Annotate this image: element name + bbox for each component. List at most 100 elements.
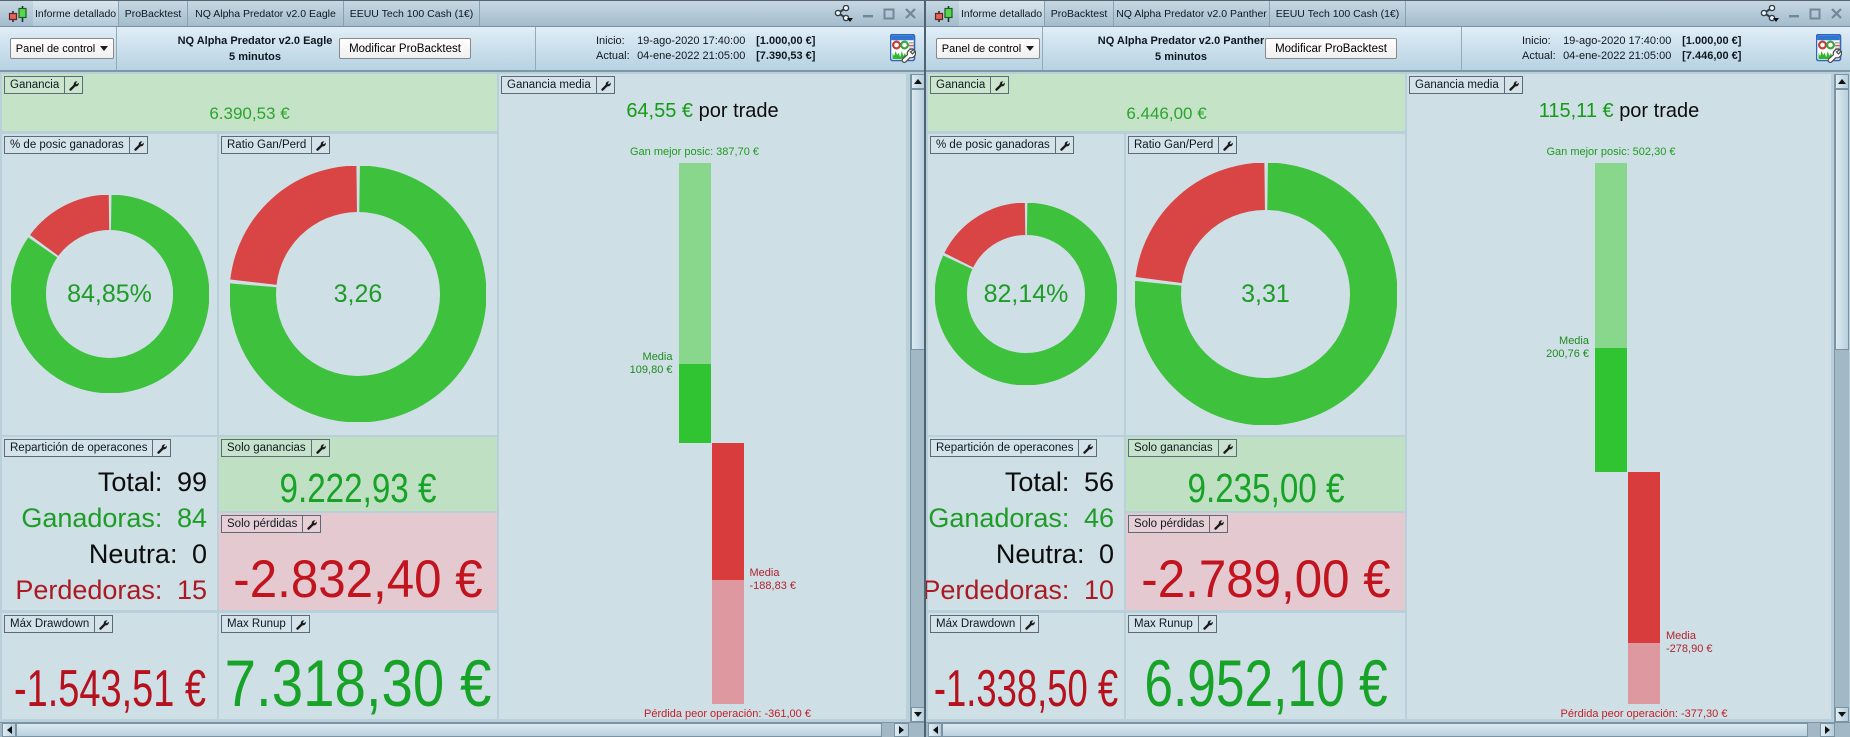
panel-max-runup-chip: Max Runup <box>221 615 310 633</box>
panel-reparticion: Repartición de operacones Total: 99 Gana… <box>2 437 217 610</box>
tab-instrument[interactable]: EEUU Tech 100 Cash (1€) <box>344 1 480 26</box>
wrench-icon[interactable] <box>596 76 615 94</box>
scroll-left-icon[interactable] <box>928 723 942 737</box>
share-icon[interactable] <box>1760 5 1779 22</box>
minimize-icon[interactable] <box>862 8 874 20</box>
wrench-icon[interactable] <box>1055 136 1074 154</box>
best-trade-label: Gan mejor posic: 502,30 € <box>1546 146 1676 158</box>
modificar-probacktest-button[interactable]: Modificar ProBacktest <box>339 38 471 59</box>
wrench-icon[interactable] <box>1504 76 1523 94</box>
operations-breakdown: Total: 99 Ganadoras: 84 Neutra: 0 Perded… <box>15 464 207 608</box>
vertical-scrollbar[interactable] <box>1834 74 1849 722</box>
strategy-title: NQ Alpha Predator v2.0 Eagle 5 minutos <box>150 33 360 65</box>
panel-reparticion-chip: Repartición de operacones <box>4 439 172 457</box>
total-row: Total: 99 <box>97 467 207 497</box>
wrench-icon[interactable] <box>1021 615 1040 633</box>
ganancia-media-suffix: por trade <box>1619 100 1700 122</box>
modificar-probacktest-button[interactable]: Modificar ProBacktest <box>1265 38 1397 59</box>
donut-hole <box>967 235 1085 353</box>
donut-hole <box>1181 209 1350 379</box>
perdedoras-row: Perdedoras: 10 <box>925 575 1114 605</box>
wrench-icon[interactable] <box>1079 439 1098 457</box>
max-runup-value: 6.952,10 € <box>1143 645 1388 720</box>
tab-probacktest[interactable]: ProBacktest <box>119 1 188 26</box>
panel-max-drawdown-label: Máx Drawdown <box>4 615 96 633</box>
scroll-down-icon[interactable] <box>1835 707 1849 722</box>
maximize-icon[interactable] <box>883 8 895 20</box>
ratio-gan-perd-donut-chart: 3,26 <box>230 166 486 422</box>
tab-strategy[interactable]: NQ Alpha Predator v2.0 Panther <box>1114 1 1270 26</box>
wrench-icon[interactable] <box>291 615 310 633</box>
wrench-icon[interactable] <box>1219 136 1238 154</box>
solo-ganancias-value: 9.235,00 € <box>1187 465 1344 512</box>
wrench-icon[interactable] <box>991 76 1010 94</box>
vertical-scrollbar-thumb[interactable] <box>911 89 924 350</box>
inicio-row: Inicio: 19-ago-2020 17:40:00 [1.000,00 €… <box>1522 34 1741 49</box>
ganancia-media-value: 64,55 € <box>626 100 694 122</box>
wrench-icon[interactable] <box>1218 439 1237 457</box>
max-drawdown-value: -1.338,50 € <box>933 660 1119 719</box>
wrench-icon[interactable] <box>65 76 84 94</box>
candlestick-icon <box>926 1 959 26</box>
panel-solo-perdidas: Solo pérdidas -2.789,00 € <box>1126 513 1405 610</box>
scroll-down-icon[interactable] <box>911 707 924 722</box>
panel-solo-perdidas-label: Solo pérdidas <box>221 515 304 533</box>
panel-solo-perdidas-chip: Solo pérdidas <box>221 515 322 533</box>
ganadoras-row: Ganadoras: 46 <box>928 503 1114 533</box>
panel-solo-ganancias-label: Solo ganancias <box>1128 439 1219 457</box>
horizontal-scrollbar[interactable] <box>0 722 924 737</box>
scroll-up-icon[interactable] <box>911 74 924 89</box>
panel-ratio-label: Ratio Gan/Perd <box>1128 136 1220 154</box>
scroll-left-icon[interactable] <box>2 723 16 737</box>
report-settings-icon[interactable] <box>889 33 917 63</box>
avg-win-label: Media 109,80 € <box>629 350 673 376</box>
wrench-icon[interactable] <box>312 136 331 154</box>
bar-avg-win-to-zero <box>678 363 711 444</box>
avg-loss-label: Media -278,90 € <box>1666 630 1713 656</box>
close-icon[interactable] <box>904 7 917 20</box>
tab-informe-detallado[interactable]: Informe detallado <box>33 1 119 26</box>
pct-ganadoras-donut-chart: 82,14% <box>935 203 1117 385</box>
scroll-right-icon[interactable] <box>894 723 909 737</box>
panel-reparticion-label: Repartición de operacones <box>930 439 1080 457</box>
wrench-icon[interactable] <box>303 515 322 533</box>
panel-de-control-button[interactable]: Panel de control <box>936 38 1040 59</box>
panel-pct-ganadoras: % de posic ganadoras 84,85% <box>2 134 217 435</box>
wrench-icon[interactable] <box>95 615 114 633</box>
tab-probacktest[interactable]: ProBacktest <box>1045 1 1114 26</box>
donut-hole <box>45 230 174 358</box>
wrench-icon[interactable] <box>1210 515 1229 533</box>
horizontal-scrollbar-thumb[interactable] <box>16 723 882 737</box>
solo-ganancias-value: 9.222,93 € <box>279 465 437 512</box>
maximize-icon[interactable] <box>1809 8 1821 20</box>
tab-instrument[interactable]: EEUU Tech 100 Cash (1€) <box>1270 1 1406 26</box>
minimize-icon[interactable] <box>1788 8 1800 20</box>
wrench-icon[interactable] <box>129 136 148 154</box>
wrench-icon[interactable] <box>1198 615 1217 633</box>
horizontal-scrollbar-thumb[interactable] <box>942 723 1808 737</box>
vertical-scrollbar[interactable] <box>910 74 924 722</box>
bar-zero-to-avg-loss <box>711 443 744 580</box>
wrench-icon[interactable] <box>311 439 330 457</box>
report-settings-icon[interactable] <box>1815 33 1843 63</box>
horizontal-scrollbar[interactable] <box>926 722 1850 737</box>
inicio-datetime: 19-ago-2020 17:40:00 <box>637 35 746 47</box>
close-icon[interactable] <box>1830 7 1843 20</box>
pct-ganadoras-donut-chart: 84,85% <box>10 195 209 393</box>
ratio-gan-perd-donut-chart: 3,31 <box>1134 163 1397 425</box>
tab-informe-detallado[interactable]: Informe detallado <box>959 1 1045 26</box>
pct-ganadoras-value: 82,14% <box>983 279 1069 308</box>
panel-reparticion-label: Repartición de operacones <box>4 439 154 457</box>
vertical-scrollbar-thumb[interactable] <box>1835 89 1849 350</box>
panel-ganancia-label: Ganancia <box>930 76 992 94</box>
share-icon[interactable] <box>834 5 853 22</box>
scroll-up-icon[interactable] <box>1835 74 1849 89</box>
actual-amount: [7.446,00 €] <box>1682 50 1742 62</box>
ganancia-media-suffix: por trade <box>698 100 779 122</box>
wrench-icon[interactable] <box>153 439 172 457</box>
panel-ganancia: Ganancia 6.390,53 € <box>2 74 497 131</box>
scroll-right-icon[interactable] <box>1820 723 1835 737</box>
tab-strategy[interactable]: NQ Alpha Predator v2.0 Eagle <box>188 1 344 26</box>
panel-de-control-button[interactable]: Panel de control <box>10 38 114 59</box>
